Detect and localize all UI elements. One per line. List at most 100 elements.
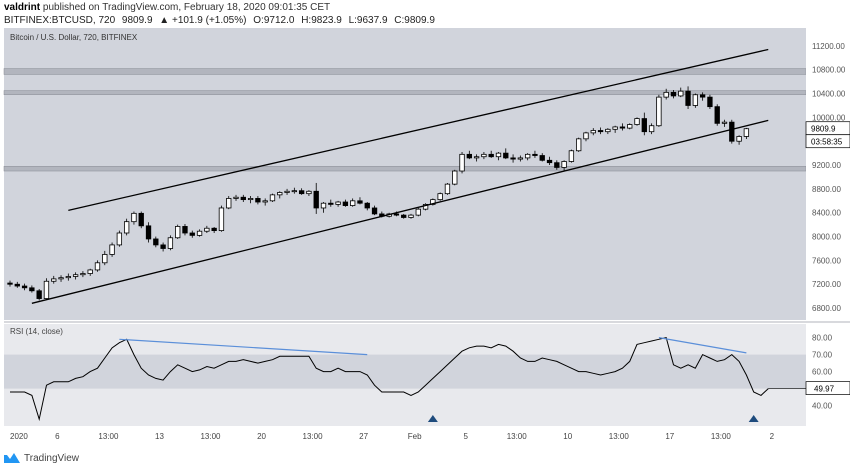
time-tick-label: 13:00 <box>200 432 221 441</box>
candle <box>72 274 79 277</box>
time-tick-label: Feb <box>408 432 422 441</box>
chart-area[interactable]: 6800.00 7200.00 7600.00 8000.00 8400.00 8800.… <box>0 28 850 446</box>
time-axis-bg <box>0 426 850 446</box>
price-tick-label: 8000.00 <box>812 233 841 242</box>
candle <box>488 153 494 158</box>
candle <box>123 221 130 234</box>
last-price-label: 9809.9 <box>811 125 836 134</box>
bullish-marker-0 <box>427 415 438 422</box>
rsi-title: RSI (14, close) <box>10 327 63 336</box>
candle <box>145 225 152 240</box>
candle <box>357 200 363 204</box>
candle <box>576 138 582 152</box>
price-chart-title: Bitcoin / U.S. Dollar, 720, BITFINEX <box>10 33 138 42</box>
rsi-band <box>4 354 806 389</box>
footer: TradingView <box>4 450 79 466</box>
candle <box>444 183 451 195</box>
candle <box>408 214 414 218</box>
candle <box>627 124 633 129</box>
tradingview-logo-icon <box>4 453 20 463</box>
candle <box>240 196 246 201</box>
candle <box>233 196 239 199</box>
candle <box>116 232 123 246</box>
countdown-label: 03:58:35 <box>811 138 843 147</box>
candle <box>36 290 42 299</box>
price-tick-label: 7600.00 <box>812 256 841 265</box>
candle <box>284 190 290 193</box>
candle <box>532 153 538 156</box>
candle <box>714 106 720 124</box>
candle <box>350 200 356 206</box>
candle <box>102 254 108 264</box>
candle <box>371 207 378 215</box>
candle <box>473 156 480 159</box>
time-tick-label: 17 <box>665 432 674 441</box>
time-tick-label: 5 <box>463 432 468 441</box>
price-tick-label: 10400.00 <box>812 90 846 99</box>
symbol-label: BITFINEX:BTCUSD, 720 <box>4 15 116 26</box>
channel-upper-line <box>68 48 769 211</box>
high-value: H:9823.9 <box>301 15 342 26</box>
candle <box>196 230 203 236</box>
candle <box>466 153 472 159</box>
candle <box>328 202 334 205</box>
candle <box>255 198 261 203</box>
candle <box>43 280 50 299</box>
candle <box>495 152 502 158</box>
low-value: L:9637.9 <box>348 15 388 26</box>
candle <box>7 282 13 285</box>
candle <box>524 153 531 159</box>
price-tick-label: 8400.00 <box>812 209 841 218</box>
price-tick-label: 11200.00 <box>812 42 845 51</box>
candle <box>109 244 115 255</box>
candle <box>262 200 268 203</box>
candle <box>561 161 567 168</box>
candle <box>167 237 174 249</box>
bullish-marker-1 <box>748 415 759 422</box>
time-tick-label: 13:00 <box>609 432 630 441</box>
time-tick-label: 13:00 <box>711 432 732 441</box>
published-text: published on TradingView.com, February 1… <box>42 2 331 13</box>
price-tick-label: 9200.00 <box>812 161 841 170</box>
price-axis-bg <box>806 28 850 320</box>
candle <box>175 226 181 239</box>
candle <box>422 203 429 210</box>
tradingview-brand[interactable]: TradingView <box>24 452 80 464</box>
countdown-box <box>805 134 850 149</box>
channel-lower-line <box>31 119 769 304</box>
time-tick-label: 27 <box>359 432 368 441</box>
candle <box>452 170 458 185</box>
time-tick-label: 13:00 <box>98 432 119 441</box>
candle <box>619 126 626 129</box>
candle <box>517 157 524 160</box>
price-tick-label: 10800.00 <box>812 66 846 75</box>
author-name[interactable]: valdrint <box>4 2 41 13</box>
candle <box>656 96 662 127</box>
time-tick-label: 13 <box>155 432 164 441</box>
price-and-rsi-chart[interactable]: 6800.00 7200.00 7600.00 8000.00 8400.00 8800.… <box>0 28 850 446</box>
candle <box>277 192 283 196</box>
candle <box>58 277 64 280</box>
candle <box>510 157 516 160</box>
candle <box>612 126 618 130</box>
candle <box>401 214 407 218</box>
candle <box>298 190 305 195</box>
candle <box>320 202 327 209</box>
candle <box>14 283 20 287</box>
time-tick-label: 10 <box>563 432 572 441</box>
candle <box>51 278 57 282</box>
candle <box>554 162 560 168</box>
candle <box>21 285 28 289</box>
candle <box>459 153 465 172</box>
candle <box>539 155 545 161</box>
candle <box>670 91 677 97</box>
candle <box>94 262 101 271</box>
time-tick-label: 20 <box>257 432 266 441</box>
close-value: C:9809.9 <box>394 15 435 26</box>
rsi-tick-label: 70.00 <box>812 351 833 360</box>
candle <box>503 152 509 159</box>
candle <box>437 193 443 201</box>
candle <box>364 202 370 209</box>
candle <box>65 276 71 279</box>
candle <box>721 121 728 124</box>
